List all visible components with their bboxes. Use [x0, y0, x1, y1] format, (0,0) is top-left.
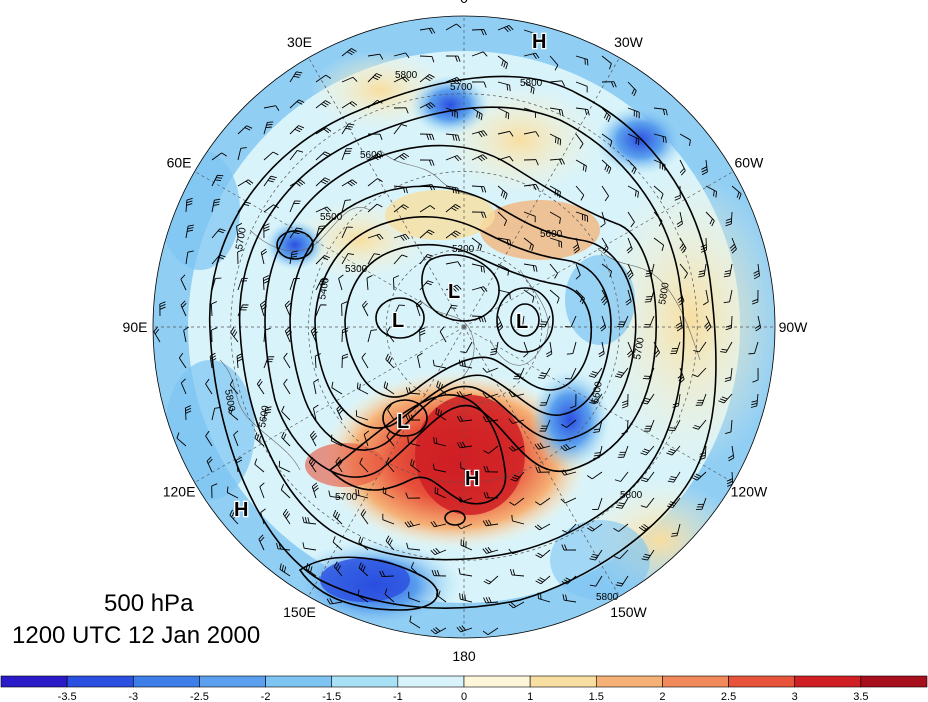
colorbar-box-11: [728, 675, 796, 688]
colorbar-tick-label-0: -3.5: [58, 691, 77, 702]
colorbar-box-3: [199, 675, 266, 688]
colorbar-box-12: [794, 675, 862, 688]
contour-label-5600-c: 5600: [257, 404, 272, 428]
colorbar-tick-label-5: -1: [393, 691, 403, 702]
colorbar-tick-label-3: -2: [261, 691, 271, 702]
colorbar-box-13: [860, 675, 928, 688]
high-center-west: H: [234, 499, 248, 521]
anomaly-shading: [153, 16, 775, 638]
colorbar-box-1: [66, 675, 134, 688]
colorbar-tick-label-4: -1.5: [322, 691, 341, 702]
contour-label-5800-f: 5800: [520, 78, 543, 89]
lon-label-1: 30W: [614, 34, 644, 50]
colorbar-box-4: [265, 675, 333, 688]
high-center-pacific: H: [465, 468, 479, 490]
contour-label-5200: 5200: [452, 244, 475, 255]
pressure-centers: H H H L L L L: [233, 30, 548, 523]
lon-label-4: 120W: [731, 484, 768, 500]
map-title-time: 1200 UTC 12 Jan 2000: [12, 622, 261, 649]
contour-label-5700-c: 5700: [632, 336, 647, 360]
contour-label-5800: 5800: [395, 70, 418, 81]
contour-label-5600-b: 5600: [540, 229, 563, 240]
colorbar-tick-label-1: -3: [128, 691, 138, 702]
lon-label-2: 60W: [735, 155, 765, 171]
contour-value-labels: 5800 5700 5600 5500 5400 5300 5200 5600 …: [222, 70, 672, 603]
colorbar-labels: -3.5 -3 -2.5 -2 -1.5 -1 0 1 1.5 2 2.5 3 3.5: [58, 691, 869, 702]
low-center-pole: L: [448, 281, 460, 303]
contour-label-5600-d: 5600: [590, 380, 605, 404]
low-center-east-asia: L: [397, 411, 409, 433]
low-center-canada: L: [516, 311, 528, 333]
contour-label-5500: 5500: [320, 212, 343, 223]
lon-label-11: 30E: [287, 34, 312, 50]
contour-label-5800-e: 5800: [657, 281, 672, 305]
lon-label-7: 150E: [283, 604, 316, 620]
colorbar-box-10: [662, 675, 729, 688]
colorbar-box-5: [331, 675, 399, 688]
colorbar-tick-label-7: 1: [527, 691, 533, 702]
height-contours: [208, 75, 717, 611]
contour-label-5600: 5600: [360, 150, 383, 161]
colorbar-box-7: [463, 675, 531, 688]
colorbar-tick-label-8: 1.5: [589, 691, 604, 702]
colorbar: -3.5 -3 -2.5 -2 -1.5 -1 0 1 1.5 2 2.5 3 3.5: [0, 675, 928, 702]
colorbar-tick-label-2: -2.5: [190, 691, 209, 702]
wind-barbs: [153, 23, 762, 636]
contour-label-5700-d: 5700: [234, 226, 249, 250]
lon-label-8: 120E: [163, 484, 196, 500]
low-center-siberia: L: [392, 310, 404, 332]
polar-stereographic-map: 5800 5700 5600 5500 5400 5300 5200 5600 …: [123, 0, 809, 664]
lon-label-5: 150W: [610, 604, 647, 620]
contour-label-5800-c: 5800: [596, 592, 619, 603]
colorbar-box-9: [595, 675, 663, 688]
colorbar-box-0: [0, 675, 68, 688]
contour-label-5700: 5700: [450, 82, 473, 93]
lon-label-0: 0: [460, 0, 468, 6]
colorbar-tick-label-6: 0: [461, 691, 467, 702]
contour-label-5300: 5300: [345, 264, 368, 275]
contour-label-5800-d: 5800: [222, 389, 237, 413]
colorbar-box-6: [397, 675, 465, 688]
colorbar-tick-label-11: 3: [792, 691, 798, 702]
lon-label-10: 60E: [167, 155, 192, 171]
colorbar-tick-label-12: 3.5: [853, 691, 868, 702]
lon-label-9: 90E: [123, 319, 148, 335]
lon-label-6: 180: [452, 648, 476, 664]
contour-label-5800-b: 5800: [620, 490, 643, 501]
high-center-north: H: [532, 31, 546, 53]
colorbar-tick-label-10: 2.5: [721, 691, 736, 702]
colorbar-box-2: [132, 675, 200, 688]
map-title-level: 500 hPa: [104, 590, 194, 617]
longitude-labels: 0 30W 60W 90W 120W 150W 180 150E 120E 90E 60E 30E: [123, 0, 809, 664]
contour-label-5400: 5400: [317, 276, 332, 300]
colorbar-boxes: [0, 675, 928, 688]
contour-label-5700-b: 5700: [335, 492, 358, 503]
lon-label-3: 90W: [779, 319, 809, 335]
colorbar-box-8: [529, 675, 597, 688]
colorbar-tick-label-9: 2: [659, 691, 665, 702]
map-border: [152, 15, 776, 639]
